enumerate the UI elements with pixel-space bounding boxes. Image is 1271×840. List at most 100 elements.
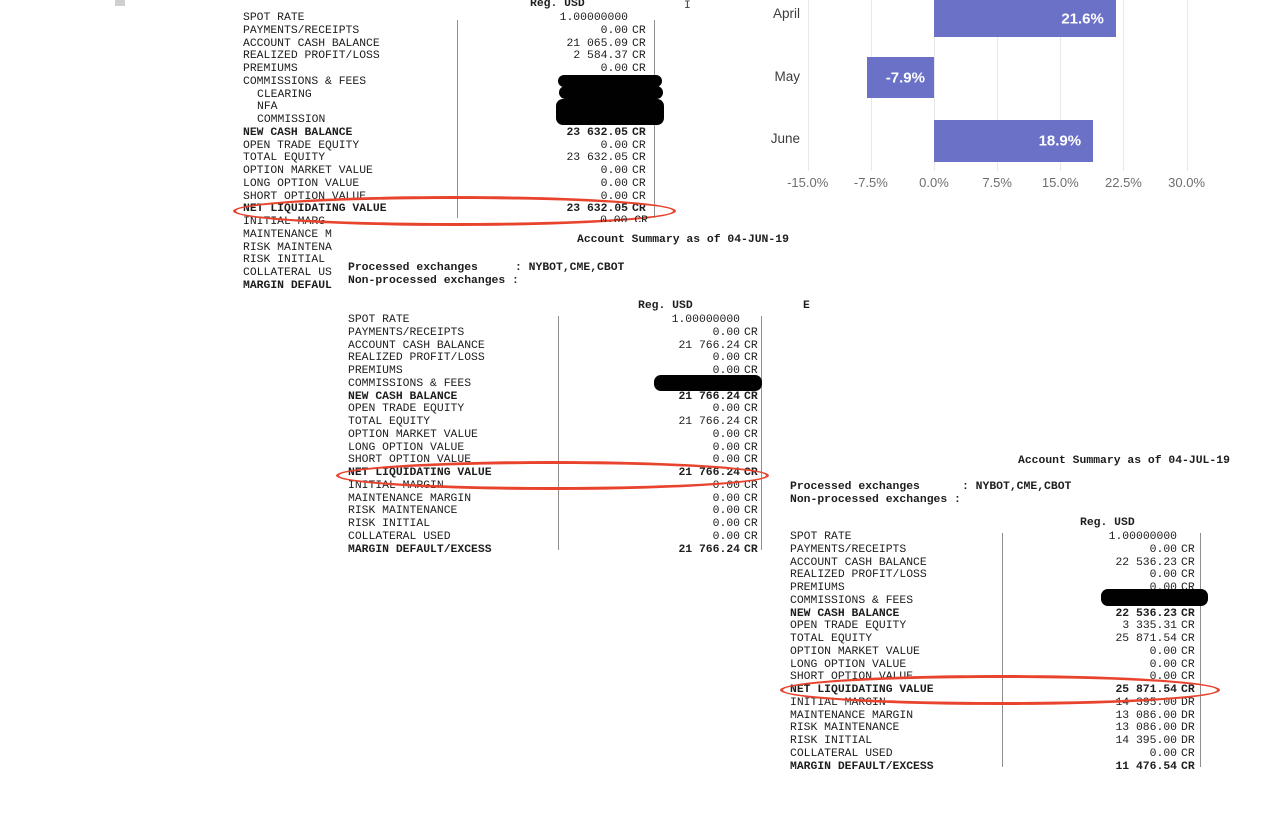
row-value: 1.00000000 xyxy=(559,12,628,24)
row-value: 11 476.54 xyxy=(1115,760,1177,773)
row-label: PAYMENTS/RECEIPTS xyxy=(348,326,465,339)
chart-gridline xyxy=(1186,0,1188,171)
row-value-suffix: CR xyxy=(1181,607,1195,620)
processed-exchanges-value: : NYBOT,CME,CBOT xyxy=(962,481,1072,493)
row-value: 0.00 xyxy=(712,403,740,416)
row-value: 0.00 xyxy=(1149,747,1177,760)
chart-gridline xyxy=(934,0,935,171)
clipped-row-value-text: 0.00 CR xyxy=(600,215,648,222)
row-label: OPEN TRADE EQUITY xyxy=(348,403,465,416)
row-label: REALIZED PROFIT/LOSS xyxy=(348,352,485,365)
row-label: LONG OPTION VALUE xyxy=(243,177,360,190)
chart-gridline xyxy=(807,0,809,171)
row-value: 0.00 xyxy=(712,428,740,441)
row-value-suffix: CR xyxy=(632,190,646,203)
monthly-returns-bar-chart: -15.0% -7.5% 0.0% 7.5% 15.0% 22.5% 30.0% April 2… xyxy=(0,0,1271,200)
row-value-suffix: CR xyxy=(1181,543,1195,556)
row-value-suffix: CR xyxy=(1181,760,1195,773)
row-value: 0.00 xyxy=(1149,543,1177,556)
row-value: 23 632.05 xyxy=(566,152,628,165)
statement-title: Account Summary as of 04-JUL-19 xyxy=(1018,455,1230,467)
row-label: OPEN TRADE EQUITY xyxy=(790,620,907,633)
column-divider-line xyxy=(761,316,762,550)
row-value: 21 766.24 xyxy=(678,390,740,403)
row-value-suffix: CR xyxy=(744,352,758,365)
account-statement-april: Reg. USD SPOT RATE 1.00000000 PAYMENTS/RECE… xyxy=(230,0,676,340)
row-value: 21 766.24 xyxy=(678,339,740,352)
row-label: ACCOUNT CASH BALANCE xyxy=(790,556,927,569)
redaction-marker xyxy=(556,99,664,125)
row-value: 0.00 xyxy=(1149,645,1177,658)
row-value-suffix: CR xyxy=(744,365,758,377)
row-label: NEW CASH BALANCE xyxy=(243,126,353,139)
row-label: COMMISSIONS & FEES xyxy=(243,75,367,88)
chart-gridline xyxy=(1060,0,1062,171)
category-label-april: April xyxy=(772,6,800,21)
row-value: 21 065.09 xyxy=(566,37,628,50)
row-value: 13 086.00 xyxy=(1115,722,1177,735)
row-label: NEW CASH BALANCE xyxy=(348,390,458,403)
row-value: 21 766.24 xyxy=(678,416,740,428)
row-value-suffix: CR xyxy=(1181,556,1195,569)
row-label: REALIZED PROFIT/LOSS xyxy=(243,50,380,63)
row-value: 0.00 xyxy=(600,139,628,152)
row-value-suffix: CR xyxy=(1181,569,1195,582)
net-liquidating-value-highlight-circle xyxy=(336,461,769,490)
row-value-suffix: DR xyxy=(1181,696,1195,709)
row-value: 0.00 xyxy=(712,441,740,454)
row-label: PREMIUMS xyxy=(348,365,403,377)
row-value: 3 335.31 xyxy=(1122,620,1177,633)
row-value: 0.00 xyxy=(712,326,740,339)
truncated-row-label: COLLATERAL US xyxy=(243,267,332,279)
row-value-suffix: CR xyxy=(632,24,646,37)
redaction-marker xyxy=(559,86,663,99)
row-label: ACCOUNT CASH BALANCE xyxy=(243,37,380,50)
row-label: OPTION MARKET VALUE xyxy=(243,165,373,177)
row-value-suffix: CR xyxy=(744,428,758,441)
row-value-suffix: CR xyxy=(632,63,646,75)
x-axis-tick-label: -7.5% xyxy=(853,175,888,190)
row-value: 0.00 xyxy=(712,505,740,518)
row-value-suffix: CR xyxy=(744,454,758,467)
row-value: 1.00000000 xyxy=(1108,531,1177,543)
row-label: PREMIUMS xyxy=(243,63,298,75)
row-label: COMMISSION xyxy=(257,114,326,126)
row-value-suffix: DR xyxy=(1181,735,1195,747)
row-value-suffix: CR xyxy=(744,492,758,505)
row-value-suffix: CR xyxy=(744,416,758,428)
row-label: LONG OPTION VALUE xyxy=(348,441,465,454)
row-value: 0.00 xyxy=(712,492,740,505)
column-divider-line xyxy=(1002,533,1003,767)
bar-value-label: -7.9% xyxy=(885,69,925,86)
row-label: OPEN TRADE EQUITY xyxy=(243,139,360,152)
row-value-suffix: CR xyxy=(1181,671,1195,684)
row-value: 23 632.05 xyxy=(566,126,628,139)
row-value-suffix: CR xyxy=(744,339,758,352)
row-value: 0.00 xyxy=(600,165,628,177)
row-label: MARGIN DEFAULT/EXCESS xyxy=(790,760,934,773)
account-statement-july: Account Summary as of 04-JUL-19 Processed… xyxy=(780,450,1271,790)
row-value-suffix: CR xyxy=(744,479,758,492)
row-label: RISK MAINTENANCE xyxy=(348,505,458,518)
row-label: PAYMENTS/RECEIPTS xyxy=(790,543,907,556)
truncated-row-label: MAINTENANCE M xyxy=(243,228,332,241)
partial-character-artifact: I xyxy=(684,0,691,12)
row-value: 25 871.54 xyxy=(1115,633,1177,645)
row-value: 0.00 xyxy=(600,177,628,190)
row-label: SPOT RATE xyxy=(348,314,410,326)
partial-character-artifact: E xyxy=(803,300,810,312)
row-label: PREMIUMS xyxy=(790,582,845,594)
row-label: TOTAL EQUITY xyxy=(348,416,431,428)
nonprocessed-exchanges-label: Non-processed exchanges : xyxy=(348,275,519,287)
row-value: 22 536.23 xyxy=(1115,556,1177,569)
bar-value-label: 18.9% xyxy=(1038,132,1082,150)
row-value: 21 766.24 xyxy=(678,543,740,556)
bar-june: 18.9% xyxy=(934,120,1094,162)
row-label: PAYMENTS/RECEIPTS xyxy=(243,24,360,37)
net-liquidating-value-highlight-circle xyxy=(780,675,1220,705)
column-divider-line xyxy=(558,316,559,550)
row-value-suffix: CR xyxy=(632,165,646,177)
row-value-suffix: CR xyxy=(632,37,646,50)
row-value-suffix: CR xyxy=(1181,747,1195,760)
row-value-suffix: CR xyxy=(1181,620,1195,633)
